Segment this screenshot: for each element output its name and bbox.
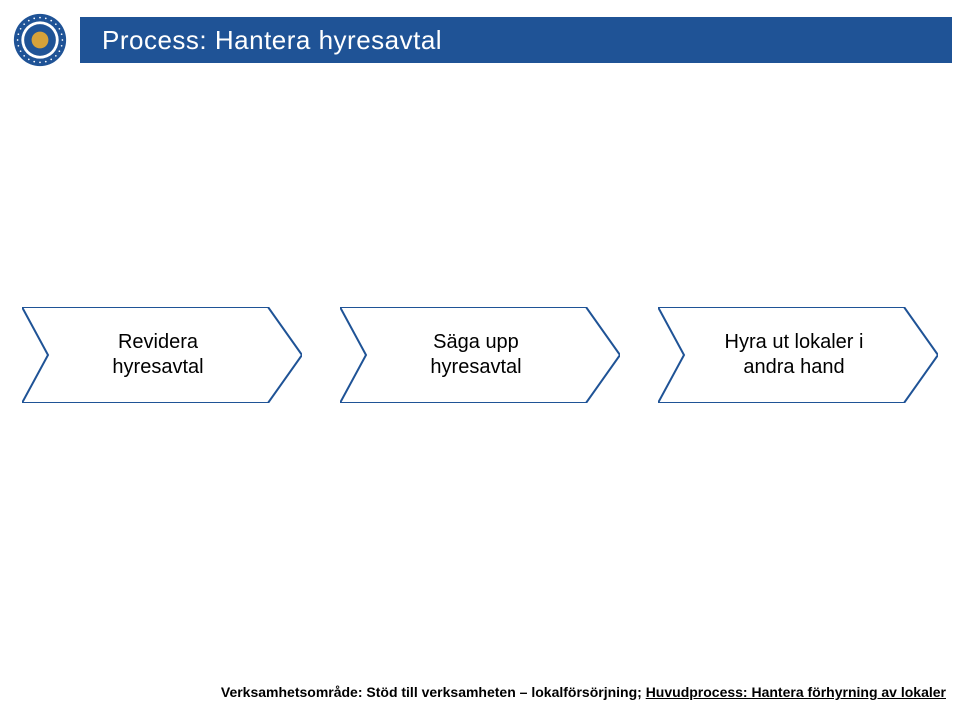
- process-step: Säga upp hyresavtal: [340, 307, 620, 403]
- process-step-label: Revidera hyresavtal: [50, 307, 266, 403]
- header-row: Process: Hantera hyresavtal: [0, 10, 960, 70]
- university-seal-logo: [0, 10, 80, 70]
- seal-icon: [12, 12, 68, 68]
- footer-text: Verksamhetsområde: Stöd till verksamhete…: [221, 684, 946, 700]
- process-step-label: Säga upp hyresavtal: [368, 307, 584, 403]
- title-bar: Process: Hantera hyresavtal: [80, 17, 952, 63]
- process-step: Revidera hyresavtal: [22, 307, 302, 403]
- footer-plain: Verksamhetsområde: Stöd till verksamhete…: [221, 684, 646, 700]
- page-title: Process: Hantera hyresavtal: [102, 25, 442, 56]
- process-step: Hyra ut lokaler i andra hand: [658, 307, 938, 403]
- process-step-label: Hyra ut lokaler i andra hand: [686, 307, 902, 403]
- footer-underlined: Huvudprocess: Hantera förhyrning av loka…: [646, 684, 946, 700]
- process-steps-row: Revidera hyresavtal Säga upp hyresavtal Hy…: [22, 300, 938, 410]
